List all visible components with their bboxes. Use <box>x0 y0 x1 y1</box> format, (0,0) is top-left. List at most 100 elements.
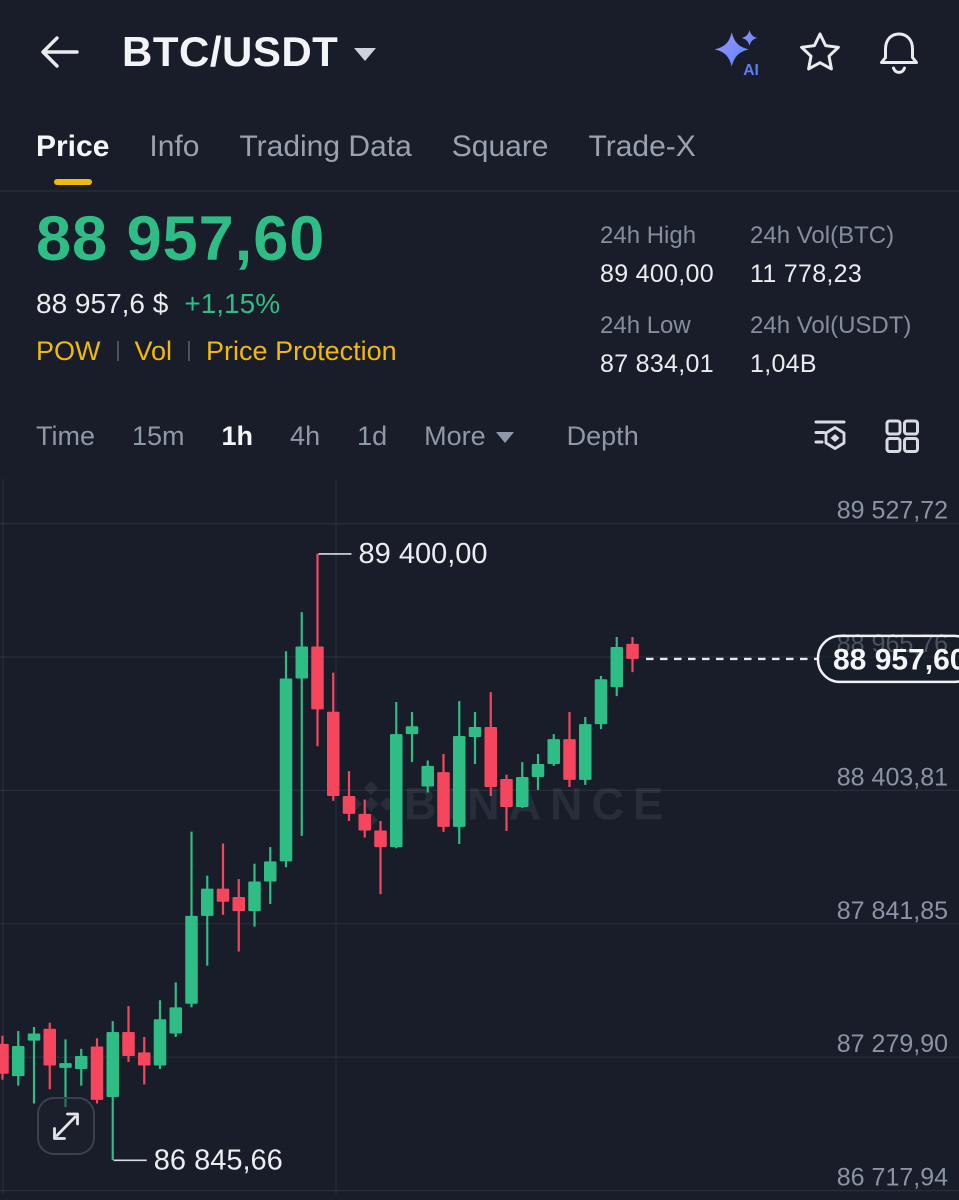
ai-assistant-button[interactable]: AI <box>711 27 763 77</box>
chevron-down-icon <box>495 432 514 443</box>
candle-body <box>374 830 387 848</box>
candle-body <box>531 764 545 778</box>
candle-body <box>327 711 340 797</box>
grid-layout-icon <box>885 419 919 453</box>
pair-symbol: BTC/USDT <box>122 28 339 75</box>
candle-body <box>594 679 608 725</box>
tab-info[interactable]: Info <box>149 130 200 163</box>
tab-square[interactable]: Square <box>451 130 549 163</box>
active-tab-indicator <box>53 179 92 185</box>
candle-body <box>421 765 434 787</box>
layout-button[interactable] <box>881 415 923 457</box>
y-axis-label: 87 841,85 <box>837 897 948 925</box>
candle-body <box>232 896 245 912</box>
timeframe-bar: Time 15m 1h 4h 1d More Depth <box>0 412 959 460</box>
bell-icon <box>880 32 918 74</box>
svg-text:AI: AI <box>743 62 759 77</box>
candle-body <box>248 881 261 912</box>
candle-body <box>453 735 466 827</box>
notifications-button[interactable] <box>877 28 921 76</box>
tab-price[interactable]: Price <box>36 124 109 190</box>
candle-body <box>437 772 450 827</box>
candle-body <box>264 861 277 882</box>
stat-24h-high: 24h High 89 400,00 <box>600 222 714 288</box>
ticker-panel: 88 957,60 88 957,6 $ +1,15% POW Vol Pric… <box>0 192 959 378</box>
candle-body <box>500 778 513 807</box>
candle-body <box>295 646 308 679</box>
ai-sparkle-icon: AI <box>714 30 759 77</box>
current-price-badge <box>816 634 959 684</box>
candle-body <box>185 915 198 1004</box>
candle-body <box>358 813 371 831</box>
candle-body <box>279 678 293 862</box>
fiat-price: 88 957,6 $ <box>36 288 169 319</box>
star-icon <box>800 32 840 71</box>
candle-body <box>59 1063 72 1068</box>
candle-body <box>484 726 497 788</box>
tf-1d[interactable]: 1d <box>357 420 388 451</box>
candle-body <box>106 1032 119 1098</box>
chevron-down-icon <box>354 47 377 61</box>
tf-15m[interactable]: 15m <box>132 420 185 451</box>
candle-body <box>153 1019 167 1066</box>
tf-1h[interactable]: 1h <box>221 420 254 451</box>
candle-body <box>201 888 214 916</box>
tf-depth[interactable]: Depth <box>566 420 639 451</box>
tf-4h[interactable]: 4h <box>290 420 321 451</box>
back-button[interactable] <box>36 30 82 74</box>
tag-separator <box>116 341 119 361</box>
stats-grid: 24h High 89 400,00 24h Vol(BTC) 11 778,2… <box>600 222 911 378</box>
y-axis-label: 86 717,94 <box>837 1164 948 1192</box>
candle-body <box>626 643 639 659</box>
change-24h: +1,15% <box>184 288 281 319</box>
symbol-selector[interactable]: BTC/USDT <box>122 28 377 76</box>
y-axis-label: 87 279,90 <box>837 1030 948 1058</box>
candle-body <box>311 646 324 710</box>
tab-trade-x[interactable]: Trade-X <box>588 130 696 163</box>
candle-body <box>43 1028 56 1066</box>
tf-time[interactable]: Time <box>36 420 95 451</box>
candle-body <box>216 888 230 902</box>
candle-body <box>342 796 356 814</box>
candle-body <box>122 1032 135 1056</box>
current-price-badge-label: 88 957,60 <box>833 643 959 676</box>
favorite-button[interactable] <box>797 29 843 75</box>
candle-body <box>547 739 560 765</box>
candle-body <box>0 1043 9 1074</box>
y-axis-label: 89 527,72 <box>837 497 948 525</box>
candle-body <box>579 724 592 780</box>
candle-body <box>390 734 403 848</box>
candle-body <box>138 1052 151 1066</box>
indicators-icon <box>814 420 846 450</box>
candle-body <box>610 646 623 688</box>
y-axis-label: 88 403,81 <box>837 763 948 791</box>
tag-price-protection[interactable]: Price Protection <box>206 335 397 366</box>
expand-chart-button[interactable] <box>37 1097 95 1155</box>
tab-trading-data[interactable]: Trading Data <box>239 130 412 163</box>
candle-body <box>468 726 482 737</box>
expand-icon <box>55 1115 77 1137</box>
indicators-button[interactable] <box>809 415 851 457</box>
candle-body <box>27 1033 41 1041</box>
candle-body <box>405 726 419 735</box>
section-tabs: Price Info Trading Data Square Trade-X <box>0 124 959 192</box>
back-arrow-icon <box>41 36 79 68</box>
tag-vol[interactable]: Vol <box>134 335 173 366</box>
low-annotation: 86 845,66 <box>154 1144 283 1176</box>
tag-pow[interactable]: POW <box>36 335 101 366</box>
candle-body <box>75 1055 88 1070</box>
high-annotation: 89 400,00 <box>359 538 488 570</box>
tab-price-label: Price <box>36 130 110 163</box>
tag-separator <box>188 341 191 361</box>
stat-24h-vol-btc: 24h Vol(BTC) 11 778,23 <box>750 222 895 288</box>
tf-more-dropdown[interactable]: More <box>424 421 514 452</box>
last-price: 88 957,60 <box>36 204 326 274</box>
candle-body <box>516 777 529 807</box>
candle-body <box>12 1046 25 1077</box>
candle-body <box>90 1046 104 1100</box>
top-bar: BTC/USDT AI <box>0 20 959 84</box>
candle-body <box>563 739 576 780</box>
